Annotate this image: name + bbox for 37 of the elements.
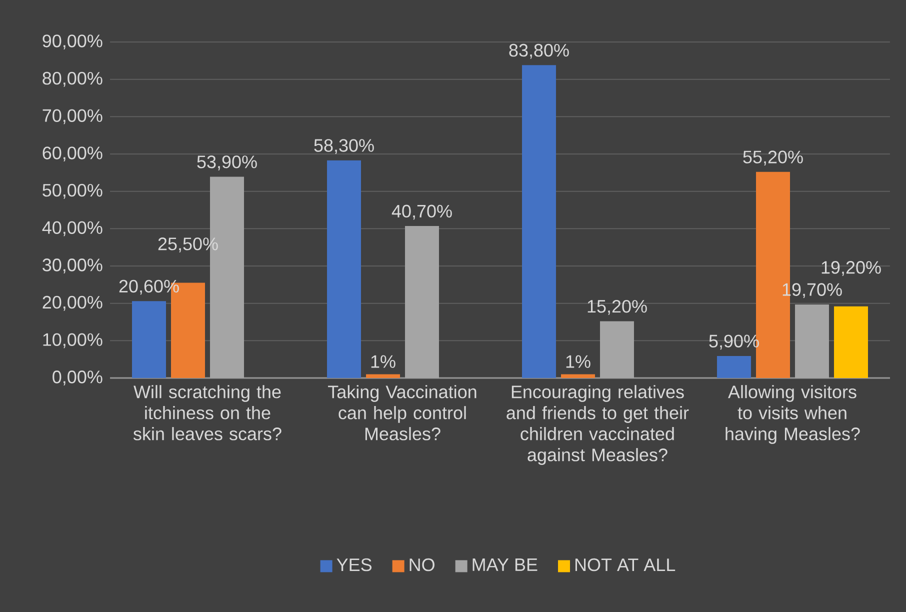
y-tick-label: 40,00% <box>42 221 102 236</box>
data-label: 55,20% <box>743 150 803 166</box>
y-tick-label: 60,00% <box>42 146 102 162</box>
data-label: 58,30% <box>314 139 374 154</box>
bar <box>561 374 595 378</box>
y-tick-label: 90,00% <box>42 34 102 50</box>
legend-label: NO <box>410 558 434 572</box>
y-tick-label: 80,00% <box>42 72 102 87</box>
bar <box>405 226 439 378</box>
data-label: 40,70% <box>392 204 452 220</box>
x-tick-label: Will scratching the itchiness on the skin leaves scars? <box>133 385 282 440</box>
y-tick-label: 50,00% <box>42 184 102 199</box>
bar <box>522 65 556 378</box>
y-tick-label: 20,00% <box>42 296 102 311</box>
data-label: 83,80% <box>509 44 569 59</box>
data-label: 1% <box>371 355 396 368</box>
legend-label: NOT AT ALL <box>575 558 676 572</box>
legend-label: MAY BE <box>472 558 538 571</box>
x-tick-label: Taking Vaccination can help control Measles? <box>328 385 476 440</box>
data-label: 15,20% <box>588 300 647 315</box>
x-tick-label: Allowing visitors to visits when having Measles? <box>726 385 860 444</box>
x-tick-label: Encouraging relatives and friends to get their children vaccinated against Measles? <box>506 385 689 465</box>
bar <box>600 321 634 378</box>
data-label: 1% <box>566 355 590 368</box>
y-tick-label: 70,00% <box>42 109 102 124</box>
bar <box>834 306 868 378</box>
y-tick-label: 10,00% <box>43 333 102 348</box>
y-tick-label: 30,00% <box>42 258 102 274</box>
bar <box>132 301 166 378</box>
bar <box>327 160 362 378</box>
bar <box>716 356 751 378</box>
legend-label: YES <box>336 558 372 572</box>
y-tick-label: 0,00% <box>52 370 102 386</box>
bar <box>366 374 400 378</box>
data-label: 19,20% <box>822 261 881 276</box>
bar <box>794 304 829 378</box>
data-label: 53,90% <box>197 156 257 170</box>
